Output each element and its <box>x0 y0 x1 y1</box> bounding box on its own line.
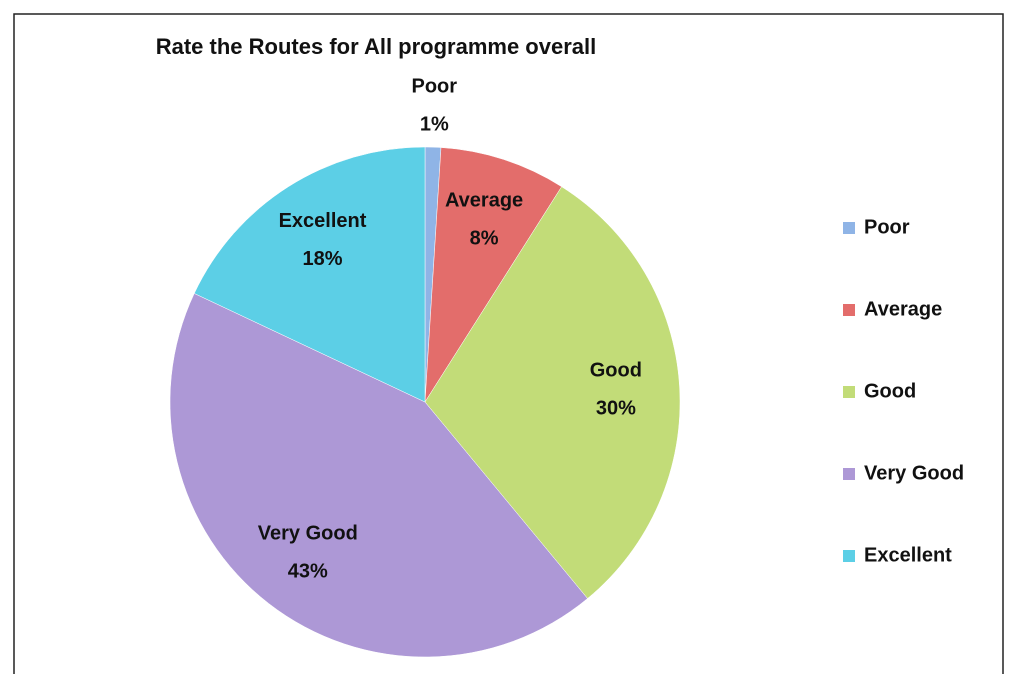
legend-label: Poor <box>864 216 910 238</box>
legend-label: Good <box>864 380 916 402</box>
slice-label-name: Good <box>590 359 642 381</box>
slice-label-name: Average <box>445 189 523 211</box>
legend-label: Excellent <box>864 544 952 566</box>
legend-label: Very Good <box>864 462 964 484</box>
legend-swatch <box>843 550 855 562</box>
pie-slice <box>193 146 426 403</box>
slice-label-value: 1% <box>420 114 449 136</box>
legend-swatch <box>843 222 855 234</box>
slice-label-name: Very Good <box>258 522 358 544</box>
legend-label: Average <box>864 298 942 320</box>
slice-label-value: 8% <box>470 227 499 249</box>
legend-swatch <box>843 468 855 480</box>
slice-label-value: 43% <box>288 560 328 582</box>
slice-label-value: 30% <box>596 397 636 419</box>
chart-border <box>13 13 1004 674</box>
pie-slice <box>169 293 588 658</box>
pie-slice <box>424 186 681 599</box>
slice-label-name: Excellent <box>279 210 367 232</box>
pie-slice <box>424 147 562 403</box>
slice-label-name: Poor <box>412 76 458 98</box>
legend-swatch <box>843 304 855 316</box>
chart-title: Rate the Routes for All programme overal… <box>156 34 597 59</box>
legend-swatch <box>843 386 855 398</box>
slice-label-value: 18% <box>303 248 343 270</box>
